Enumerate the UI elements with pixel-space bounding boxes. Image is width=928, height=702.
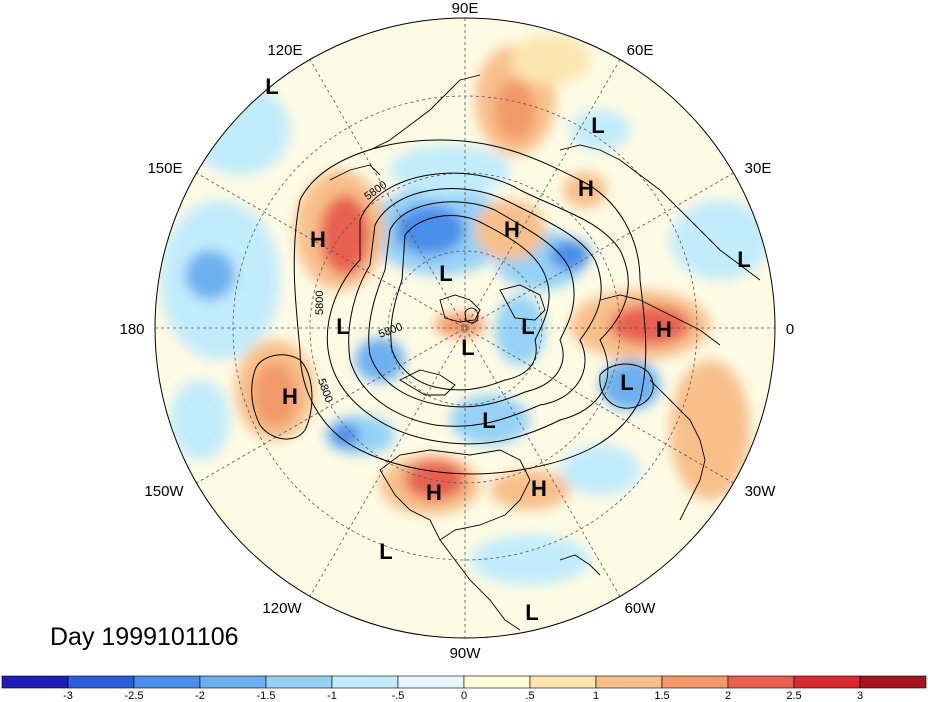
contour-label: 5800 (314, 291, 326, 315)
colorbar-swatch (661, 675, 729, 689)
colorbar-swatch (595, 675, 663, 689)
colorbar-tick-label: 0 (461, 690, 467, 702)
height-contours (251, 139, 654, 475)
colorbar-tick-label: -2 (195, 690, 205, 702)
lon-label-60e: 60E (627, 42, 654, 59)
colorbar-swatch (859, 675, 927, 689)
lon-label-90w: 90W (450, 645, 482, 662)
colorbar-swatch (463, 675, 531, 689)
low-center: L (737, 247, 750, 272)
low-center: L (482, 408, 495, 433)
colorbar-swatch (331, 675, 399, 689)
lon-label-180: 180 (119, 321, 144, 338)
low-center: L (265, 74, 278, 99)
colorbar-swatch (133, 675, 201, 689)
lon-label-120w: 120W (262, 600, 302, 617)
high-center: H (531, 476, 547, 501)
high-center: H (310, 227, 326, 252)
colorbar-swatch (727, 675, 795, 689)
anomaly-field (155, 18, 775, 638)
colorbar-swatch (199, 675, 267, 689)
colorbar-tick-label: .5 (525, 690, 534, 702)
low-center: L (521, 314, 534, 339)
colorbar-swatch (67, 675, 135, 689)
colorbar-swatch (793, 675, 861, 689)
low-center: L (379, 539, 392, 564)
colorbar-swatch (397, 675, 465, 689)
low-center: L (620, 370, 633, 395)
colorbar-tick-label: 3 (857, 690, 863, 702)
colorbar-tick-label: 1 (593, 690, 599, 702)
colorbar-tick-label: 2 (725, 690, 731, 702)
lon-label-60w: 60W (625, 600, 657, 617)
colorbar-swatch (265, 675, 333, 689)
colorbar-tick-label: 2.5 (786, 690, 801, 702)
low-center: L (461, 335, 474, 360)
high-center: H (578, 176, 594, 201)
low-center: L (336, 314, 349, 339)
lon-label-150w: 150W (144, 483, 184, 500)
day-label: Day 1999101106 (50, 623, 239, 651)
lon-label-30e: 30E (745, 160, 772, 177)
colorbar-tick-label: -3 (63, 690, 73, 702)
graticule (155, 18, 775, 638)
colorbar-tick-label: -.5 (392, 690, 405, 702)
colorbar: -3 -2.5 -2 -1.5 -1 -.5 0 .5 1 1.5 2 2.5 3 (1, 675, 927, 702)
low-center: L (591, 113, 604, 138)
map-boundary (154, 17, 776, 639)
lon-label-150e: 150E (147, 160, 182, 177)
high-center: H (504, 217, 520, 242)
colorbar-tick-label: 1.5 (654, 690, 669, 702)
lon-label-30w: 30W (745, 483, 777, 500)
low-center: L (525, 600, 538, 625)
low-center: L (439, 261, 452, 286)
colorbar-tick-label: -1.5 (257, 690, 276, 702)
colorbar-tick-label: -1 (327, 690, 337, 702)
lon-label-90e: 90E (452, 0, 479, 17)
colorbar-swatch (1, 675, 69, 689)
lon-label-0: 0 (786, 321, 794, 338)
lon-label-120e: 120E (267, 42, 302, 59)
longitude-labels: 90E 60E 30E 0 30W 60W 90W 120W 150W 180 … (119, 0, 794, 662)
pressure-centers: L L H H L H L L L L H H L L H H L L (265, 74, 750, 625)
high-center: H (656, 317, 672, 342)
high-center: H (282, 384, 298, 409)
colorbar-tick-label: -2.5 (125, 690, 144, 702)
colorbar-swatch (529, 675, 597, 689)
high-center: H (426, 480, 442, 505)
